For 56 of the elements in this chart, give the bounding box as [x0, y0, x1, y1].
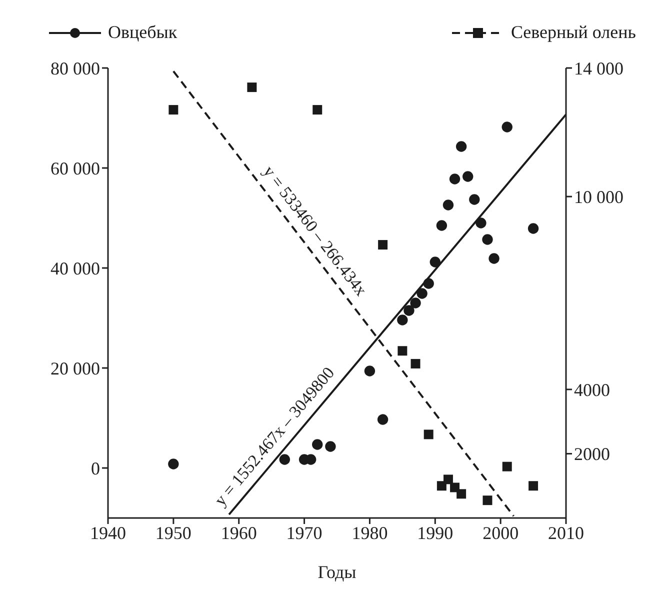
- point: [456, 489, 466, 499]
- x-tick-label: 1970: [286, 522, 322, 543]
- point: [482, 234, 493, 245]
- point: [377, 414, 388, 425]
- point: [442, 200, 454, 210]
- point: [168, 458, 179, 470]
- point: [168, 105, 178, 115]
- y2-tick-label: 4000: [574, 380, 610, 400]
- point: [247, 82, 257, 92]
- point: [378, 240, 388, 250]
- point: [312, 105, 322, 115]
- point: [450, 482, 460, 492]
- point: [397, 314, 408, 326]
- point: [502, 462, 512, 472]
- x-tick-label: 1950: [155, 522, 192, 543]
- point: [476, 218, 486, 228]
- y-tick-label: 40 000: [50, 258, 100, 278]
- point: [436, 481, 446, 491]
- point: [456, 141, 467, 152]
- point: [404, 305, 414, 316]
- point: [398, 346, 408, 356]
- point: [423, 278, 434, 289]
- point: [436, 220, 448, 231]
- y2-tick-label: 2000: [574, 444, 610, 464]
- y-tick-label: 20 000: [50, 358, 100, 378]
- x-tick-label: 1960: [220, 522, 257, 543]
- point: [482, 496, 492, 506]
- point: [364, 366, 376, 376]
- point: [528, 223, 539, 234]
- point: [528, 481, 538, 491]
- x-tick-label: 1990: [417, 522, 454, 543]
- point: [416, 288, 428, 299]
- y2-tick-label: 10 000: [574, 186, 624, 207]
- y-tick-label: 0: [91, 458, 100, 478]
- point: [488, 253, 500, 264]
- point: [410, 358, 420, 368]
- point: [410, 298, 421, 308]
- point: [325, 441, 336, 452]
- legend-label: Северный олень: [510, 22, 636, 43]
- point: [424, 430, 434, 440]
- legend-label: Овцебык: [108, 22, 178, 43]
- point: [462, 171, 474, 182]
- x-tick-label: 1980: [352, 522, 388, 543]
- point: [449, 174, 460, 184]
- point: [502, 122, 512, 132]
- x-tick-label: 1940: [90, 522, 126, 543]
- y2-tick-label: 14 000: [574, 58, 624, 78]
- point: [312, 439, 323, 450]
- x-tick-label: 2000: [482, 522, 519, 543]
- x-tick-label: 2010: [548, 522, 584, 543]
- point: [430, 256, 440, 268]
- point: [469, 194, 480, 205]
- y-tick-label: 80 000: [50, 58, 100, 78]
- y-tick-label: 60 000: [50, 158, 100, 178]
- x-axis-title: Годы: [318, 562, 356, 582]
- point: [443, 474, 453, 484]
